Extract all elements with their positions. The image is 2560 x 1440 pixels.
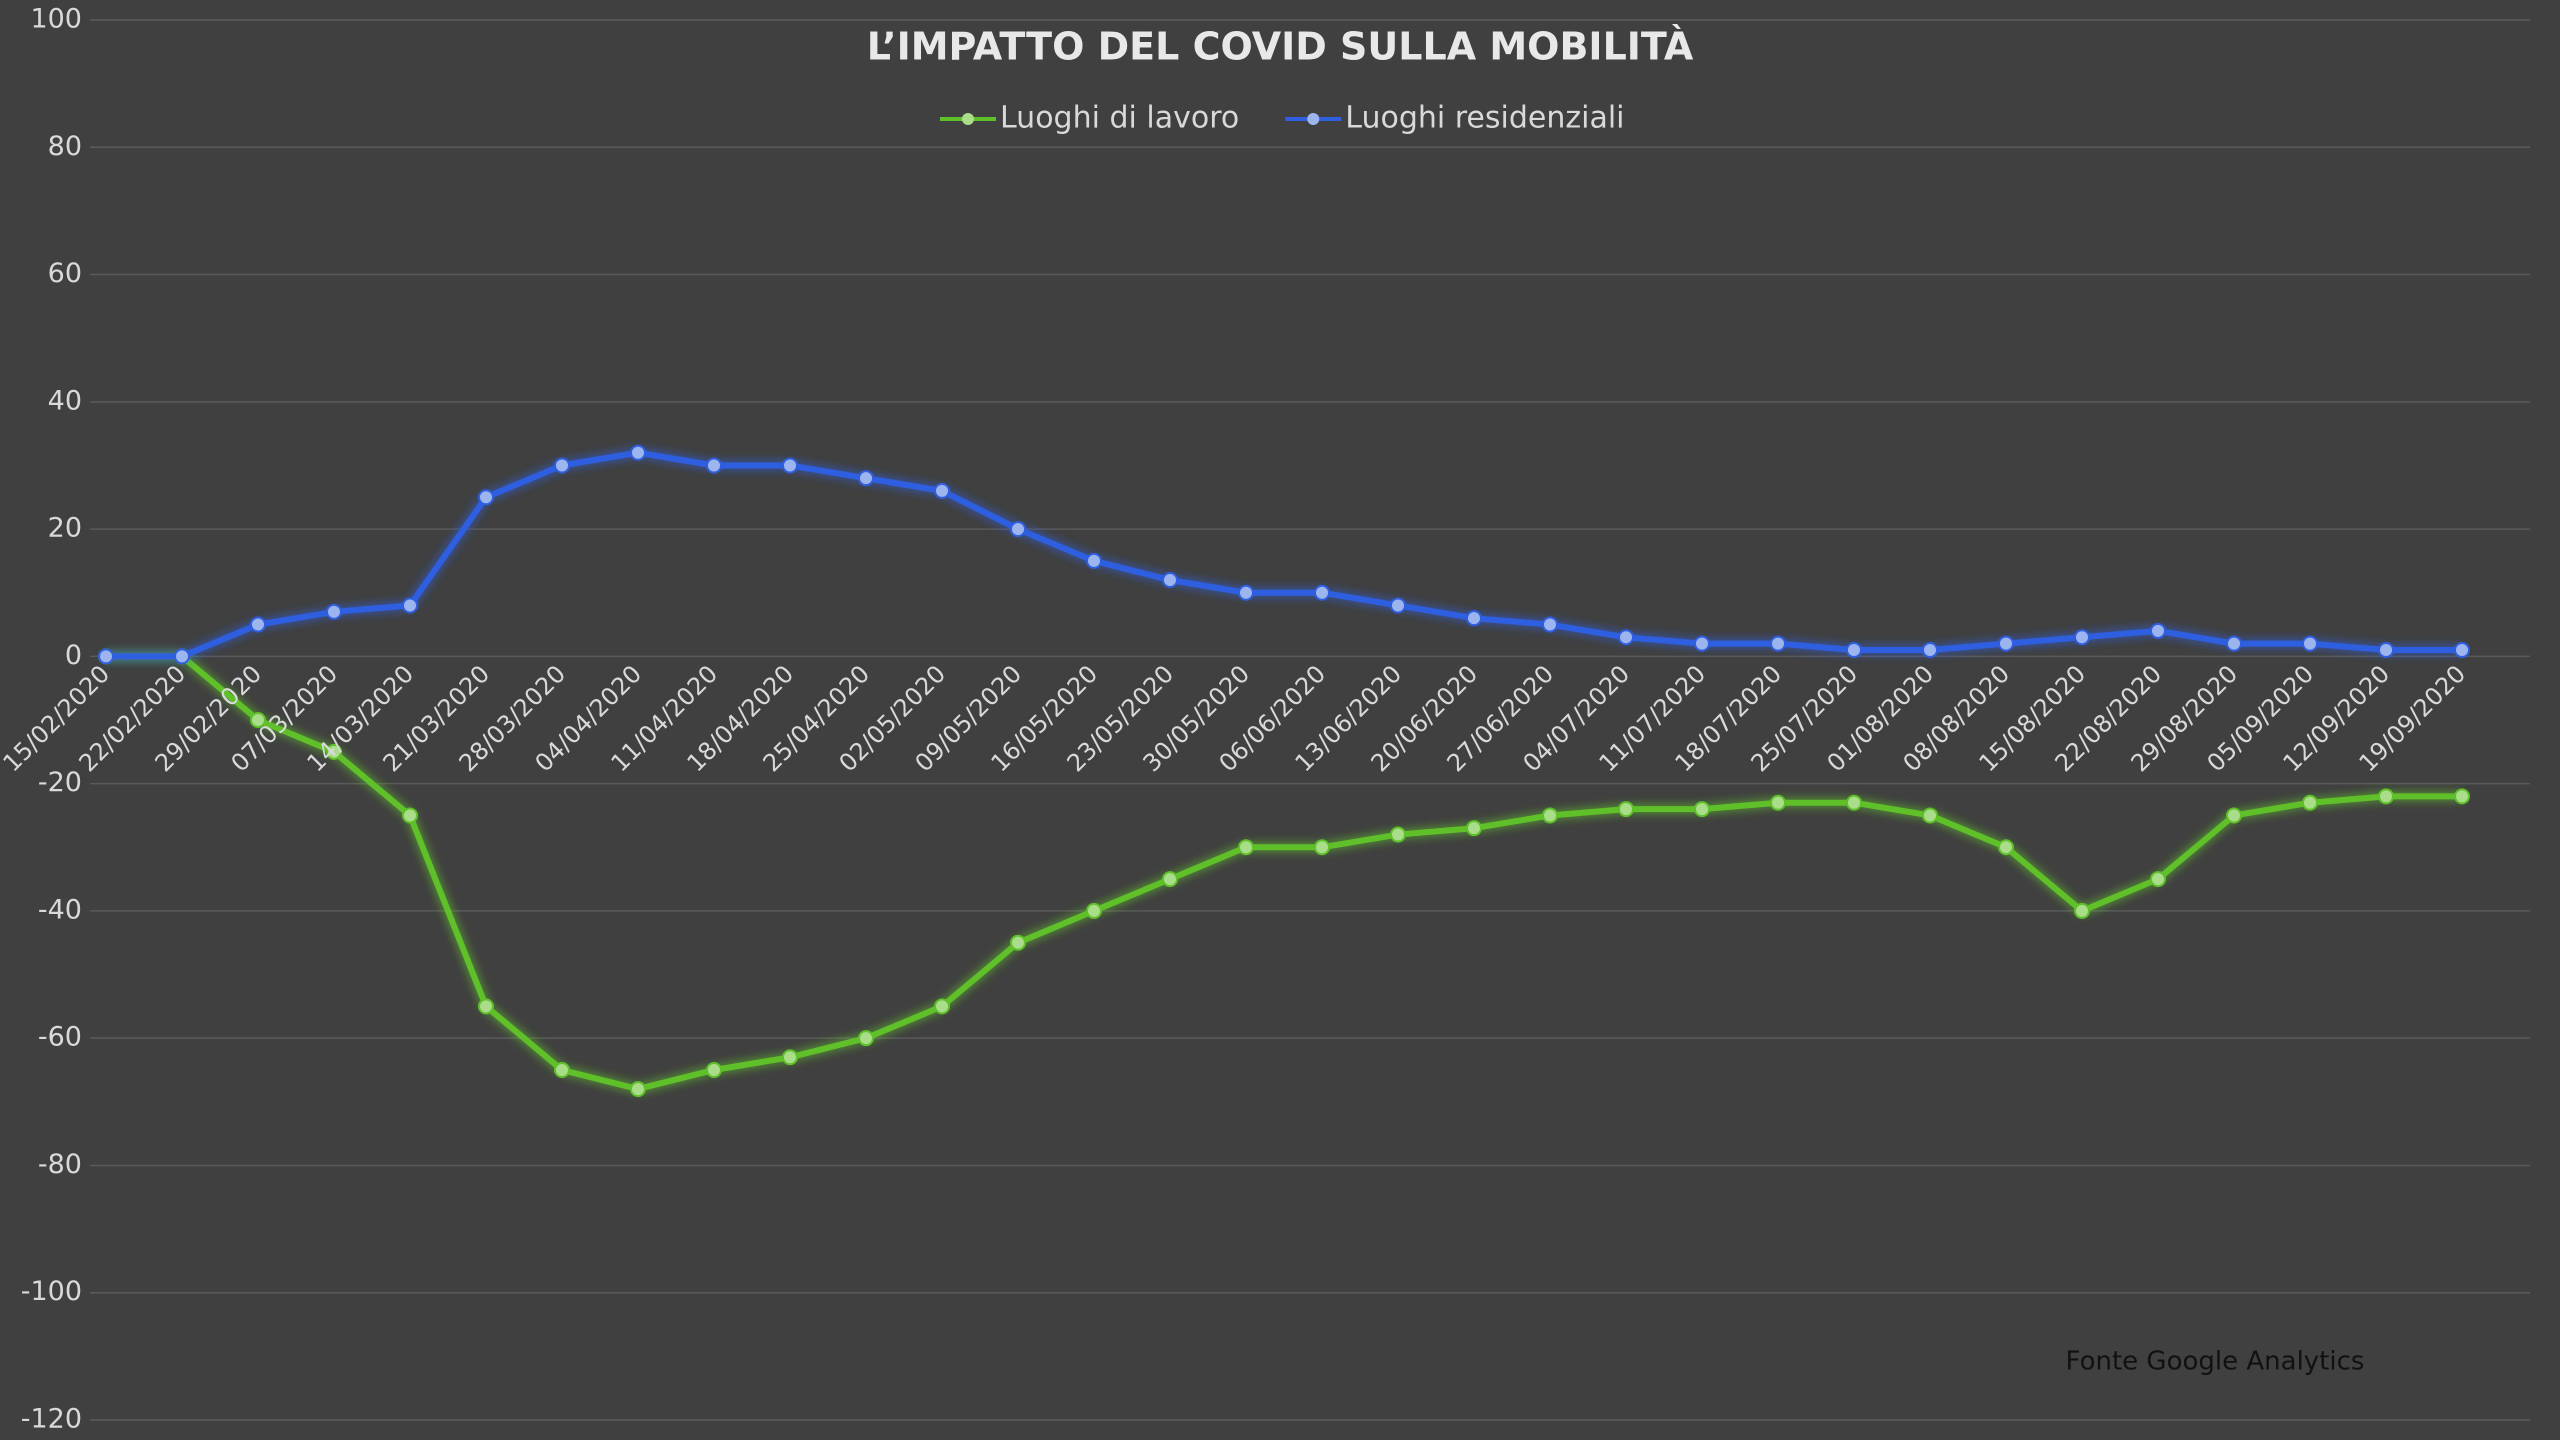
y-tick-label: 40 [48,385,82,416]
data-point [326,743,342,760]
data-point [1542,616,1558,633]
data-point [2150,622,2166,639]
data-point [1998,635,2014,652]
data-point [402,597,418,614]
data-point [1846,794,1862,811]
data-point [2378,788,2394,805]
data-point [934,998,950,1015]
data-point [630,444,646,461]
data-point [98,648,114,665]
data-point [554,457,570,474]
data-point [2302,635,2318,652]
data-point [1998,839,2014,856]
data-point [478,489,494,506]
y-tick-label: -60 [38,1022,82,1053]
y-tick-label: -80 [38,1149,82,1180]
y-tick-label: -20 [38,767,82,798]
data-point [2454,642,2470,658]
data-point [2454,788,2470,805]
data-point [2074,902,2090,919]
y-tick-label: -100 [21,1276,82,1307]
data-point [1314,839,1330,856]
data-point [1390,597,1406,614]
data-point [1542,807,1558,824]
data-point [554,1062,570,1078]
annotation: Fonte Google Analytics [2066,1347,2365,1377]
data-point [1770,635,1786,652]
y-tick-label: -120 [21,1404,82,1435]
data-point [1694,801,1710,818]
legend-label: Luoghi di lavoro [1000,101,1239,136]
data-point [174,648,190,665]
data-point [1086,552,1102,569]
data-point [2378,642,2394,658]
y-tick-label: -40 [38,894,82,925]
data-point [1770,794,1786,811]
y-tick-label: 0 [65,640,82,671]
data-point [630,1081,646,1098]
data-point [1238,584,1254,601]
data-point [782,457,798,474]
series-line [106,449,2462,660]
data-point [1846,642,1862,658]
data-point [1162,871,1178,888]
chart-title: L’IMPATTO DEL COVID SULLA MOBILITÀ [867,25,1694,69]
data-point [706,1062,722,1078]
data-point [706,457,722,474]
data-point [1162,572,1178,588]
data-point [1922,807,1938,824]
data-point [250,616,266,633]
data-point [1694,635,1710,652]
data-point [1922,642,1938,658]
data-point [782,1049,798,1066]
y-tick-label: 80 [48,131,82,162]
y-tick-label: 60 [48,258,82,289]
data-point [1618,801,1634,818]
y-tick-label: 20 [48,513,82,544]
data-point [2226,807,2242,824]
data-point [934,482,950,499]
data-point [250,712,266,728]
data-point [402,807,418,824]
data-point [1086,902,1102,919]
legend-marker [1307,113,1320,125]
data-point [2226,635,2242,652]
legend-label: Luoghi residenziali [1345,101,1624,136]
data-point [2150,871,2166,888]
data-point [1010,521,1026,538]
data-point [1618,629,1634,646]
data-point [2074,629,2090,646]
data-point [858,470,874,487]
data-point [478,998,494,1015]
data-point [858,1030,874,1047]
y-tick-label: 100 [30,4,82,35]
legend-marker [962,113,974,125]
data-point [1238,839,1254,856]
series-line [106,653,2462,1093]
data-point [1010,934,1026,951]
data-point [1390,826,1406,843]
data-point [2302,794,2318,811]
data-point [326,603,342,620]
data-point [1466,610,1482,627]
data-point [1314,584,1330,601]
data-point [1466,820,1482,837]
